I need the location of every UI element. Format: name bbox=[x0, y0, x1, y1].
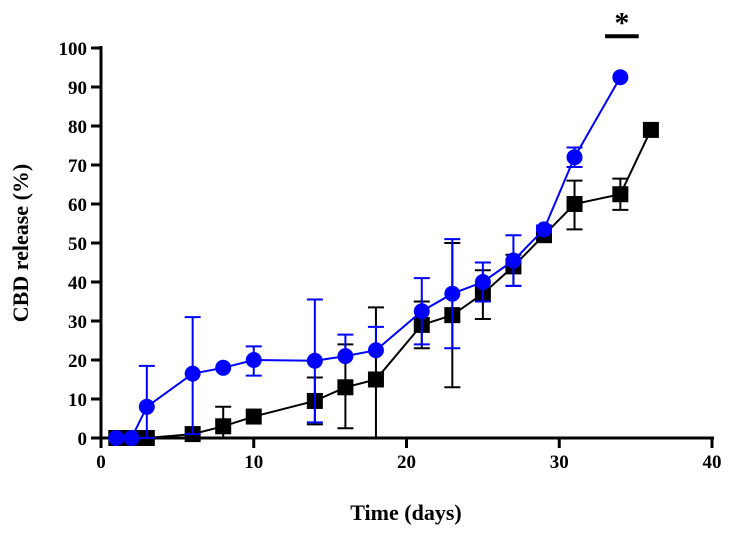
x-tick-label: 40 bbox=[703, 452, 722, 473]
y-tick-label: 80 bbox=[68, 117, 87, 138]
y-tick-label: 70 bbox=[68, 156, 87, 177]
y-axis-label: CBD release (%) bbox=[8, 164, 33, 322]
annotations: * bbox=[605, 6, 639, 39]
x-axis-label: Time (days) bbox=[350, 500, 461, 525]
y-tick-label: 10 bbox=[68, 390, 87, 411]
series-layer bbox=[108, 69, 659, 446]
data-point bbox=[566, 196, 583, 212]
data-point bbox=[215, 418, 232, 435]
significance-asterisk: * bbox=[614, 6, 629, 39]
data-point bbox=[566, 149, 583, 166]
x-tick-label: 10 bbox=[244, 452, 263, 473]
data-point bbox=[505, 252, 522, 269]
data-point bbox=[612, 69, 629, 86]
series-circle bbox=[108, 69, 629, 446]
series-line bbox=[116, 76, 622, 439]
data-point bbox=[337, 348, 354, 365]
data-point bbox=[367, 371, 384, 388]
data-point bbox=[535, 221, 552, 238]
data-point bbox=[444, 285, 461, 302]
y-tick-label: 0 bbox=[78, 429, 88, 450]
data-point bbox=[108, 430, 125, 446]
y-tick-label: 50 bbox=[68, 234, 87, 255]
y-tick-label: 60 bbox=[68, 195, 87, 216]
data-point bbox=[245, 408, 262, 425]
data-point bbox=[306, 352, 323, 369]
data-point bbox=[123, 430, 140, 446]
data-point bbox=[642, 121, 659, 138]
data-point bbox=[184, 365, 201, 382]
series-square bbox=[108, 121, 659, 446]
series-line bbox=[116, 129, 652, 439]
x-tick-label: 30 bbox=[550, 452, 569, 473]
x-tick-label: 20 bbox=[397, 452, 416, 473]
x-tick-label: 0 bbox=[96, 452, 106, 473]
y-tick-label: 100 bbox=[59, 39, 88, 60]
data-point bbox=[612, 186, 629, 203]
y-tick-label: 40 bbox=[68, 273, 87, 294]
data-point bbox=[413, 303, 430, 320]
data-point bbox=[215, 359, 232, 376]
y-tick-label: 30 bbox=[68, 312, 87, 333]
y-tick-label: 20 bbox=[68, 351, 87, 372]
data-point bbox=[474, 274, 491, 290]
data-point bbox=[245, 352, 262, 368]
data-point bbox=[367, 342, 384, 359]
y-tick-label: 90 bbox=[68, 78, 87, 99]
data-point bbox=[138, 398, 155, 415]
axes: 0 10 20 30 40 0 10 20 30 40 50 60 70 80 90 100 bbox=[59, 39, 722, 473]
data-point bbox=[337, 379, 354, 396]
